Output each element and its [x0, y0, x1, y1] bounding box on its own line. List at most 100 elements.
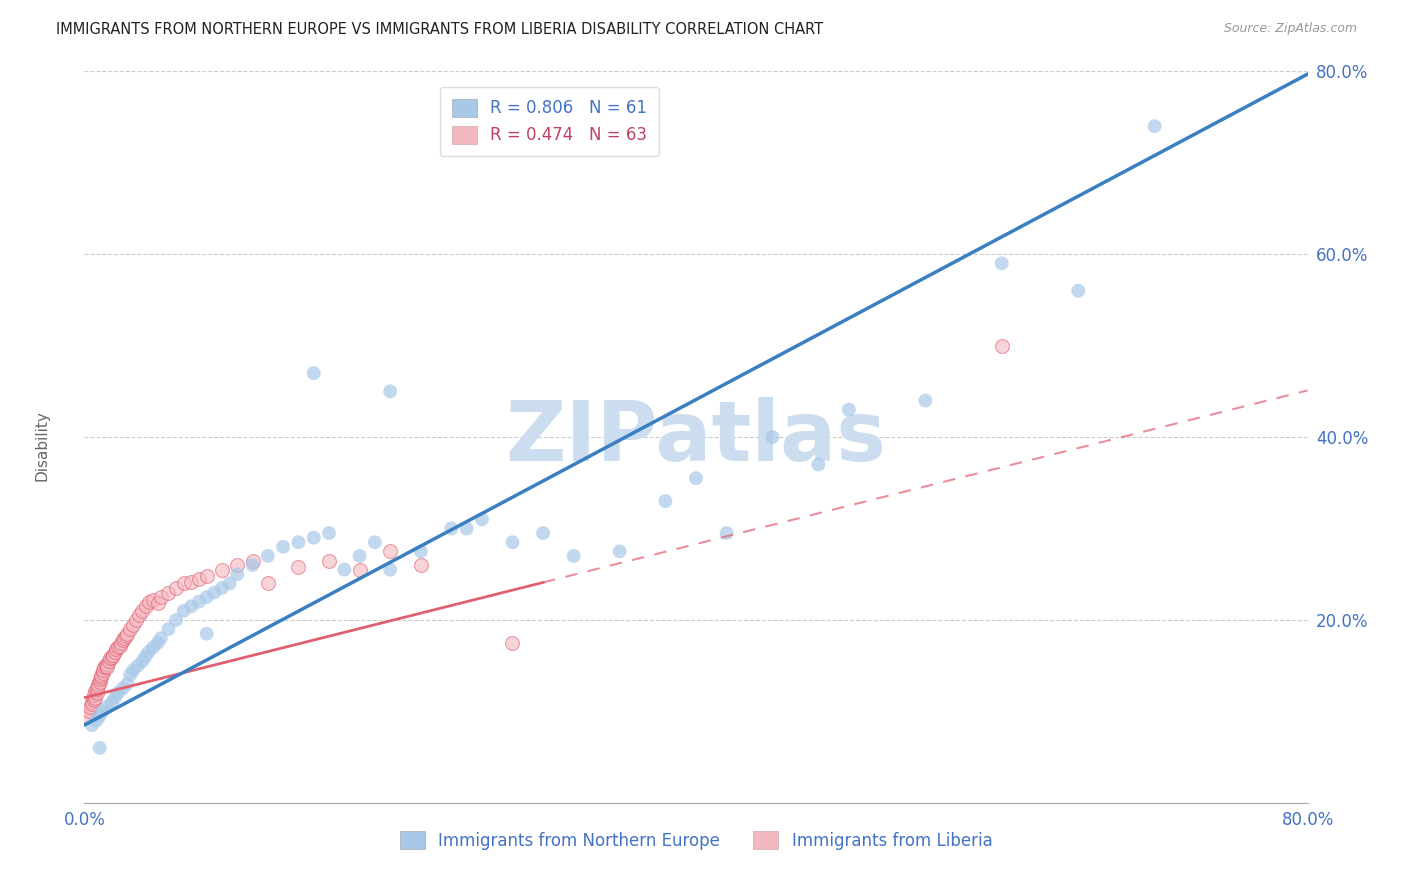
Point	[180, 574, 202, 589]
Point	[211, 563, 233, 577]
Point	[991, 256, 1014, 270]
Point	[127, 658, 149, 673]
Text: IMMIGRANTS FROM NORTHERN EUROPE VS IMMIGRANTS FROM LIBERIA DISABILITY CORRELATIO: IMMIGRANTS FROM NORTHERN EUROPE VS IMMIG…	[56, 22, 824, 37]
Point	[188, 572, 211, 586]
Point	[87, 679, 110, 693]
Point	[131, 604, 153, 618]
Point	[654, 494, 676, 508]
Point	[86, 681, 108, 696]
Point	[257, 549, 280, 563]
Point	[80, 695, 103, 709]
Point	[1067, 284, 1090, 298]
Legend: Immigrants from Northern Europe, Immigrants from Liberia: Immigrants from Northern Europe, Immigra…	[394, 824, 998, 856]
Point	[110, 636, 132, 650]
Point	[83, 693, 105, 707]
Text: ZIPatlas: ZIPatlas	[506, 397, 886, 477]
Point	[138, 594, 160, 608]
Point	[146, 597, 169, 611]
Point	[83, 688, 105, 702]
Point	[111, 633, 134, 648]
Point	[456, 521, 478, 535]
Point	[409, 544, 432, 558]
Point	[502, 636, 524, 650]
Point	[173, 604, 195, 618]
Point	[146, 636, 169, 650]
Point	[89, 709, 111, 723]
Point	[242, 553, 264, 567]
Point	[80, 718, 103, 732]
Point	[104, 645, 127, 659]
Point	[380, 384, 402, 399]
Point	[318, 553, 340, 567]
Point	[101, 695, 124, 709]
Point	[90, 670, 112, 684]
Point	[991, 338, 1014, 352]
Point	[195, 590, 218, 604]
Point	[131, 654, 153, 668]
Point	[195, 569, 218, 583]
Point	[142, 592, 165, 607]
Point	[96, 699, 118, 714]
Point	[104, 690, 127, 705]
Point	[157, 622, 180, 636]
Point	[471, 512, 494, 526]
Point	[80, 697, 103, 711]
Point	[349, 563, 371, 577]
Point	[609, 544, 631, 558]
Point	[257, 576, 280, 591]
Point	[122, 617, 145, 632]
Point	[79, 699, 101, 714]
Point	[685, 471, 707, 485]
Point	[84, 690, 107, 705]
Point	[86, 714, 108, 728]
Point	[165, 581, 187, 595]
Point	[142, 640, 165, 655]
Point	[122, 663, 145, 677]
Point	[302, 531, 325, 545]
Point	[84, 684, 107, 698]
Point	[180, 599, 202, 614]
Point	[96, 657, 118, 671]
Point	[349, 549, 371, 563]
Point	[138, 645, 160, 659]
Point	[807, 458, 830, 472]
Point	[838, 402, 860, 417]
Point	[87, 677, 110, 691]
Point	[94, 658, 117, 673]
Point	[93, 660, 115, 674]
Point	[91, 665, 114, 680]
Point	[287, 535, 309, 549]
Point	[188, 594, 211, 608]
Point	[333, 563, 356, 577]
Point	[135, 599, 157, 614]
Point	[107, 640, 129, 655]
Point	[531, 526, 554, 541]
Point	[89, 673, 111, 687]
Point	[112, 632, 135, 646]
Point	[157, 585, 180, 599]
Point	[226, 567, 249, 582]
Point	[103, 648, 125, 662]
Point	[105, 642, 128, 657]
Point	[218, 576, 240, 591]
Point	[107, 686, 129, 700]
Point	[128, 608, 150, 623]
Point	[440, 521, 463, 535]
Point	[149, 590, 172, 604]
Point	[380, 544, 402, 558]
Point	[562, 549, 585, 563]
Point	[914, 393, 936, 408]
Point	[302, 366, 325, 380]
Point	[409, 558, 432, 573]
Point	[125, 613, 148, 627]
Point	[114, 629, 136, 643]
Point	[226, 558, 249, 573]
Point	[77, 705, 100, 719]
Point	[76, 709, 98, 723]
Text: Source: ZipAtlas.com: Source: ZipAtlas.com	[1223, 22, 1357, 36]
Point	[761, 430, 783, 444]
Point	[287, 560, 309, 574]
Point	[120, 622, 142, 636]
Point	[115, 626, 138, 640]
Point	[98, 651, 121, 665]
